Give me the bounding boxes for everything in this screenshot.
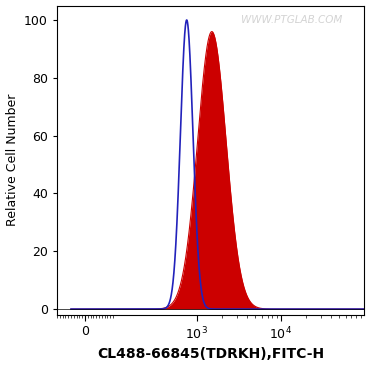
- Text: WWW.PTGLAB.COM: WWW.PTGLAB.COM: [242, 15, 343, 25]
- Y-axis label: Relative Cell Number: Relative Cell Number: [6, 94, 18, 226]
- X-axis label: CL488-66845(TDRKH),FITC-H: CL488-66845(TDRKH),FITC-H: [97, 348, 324, 361]
